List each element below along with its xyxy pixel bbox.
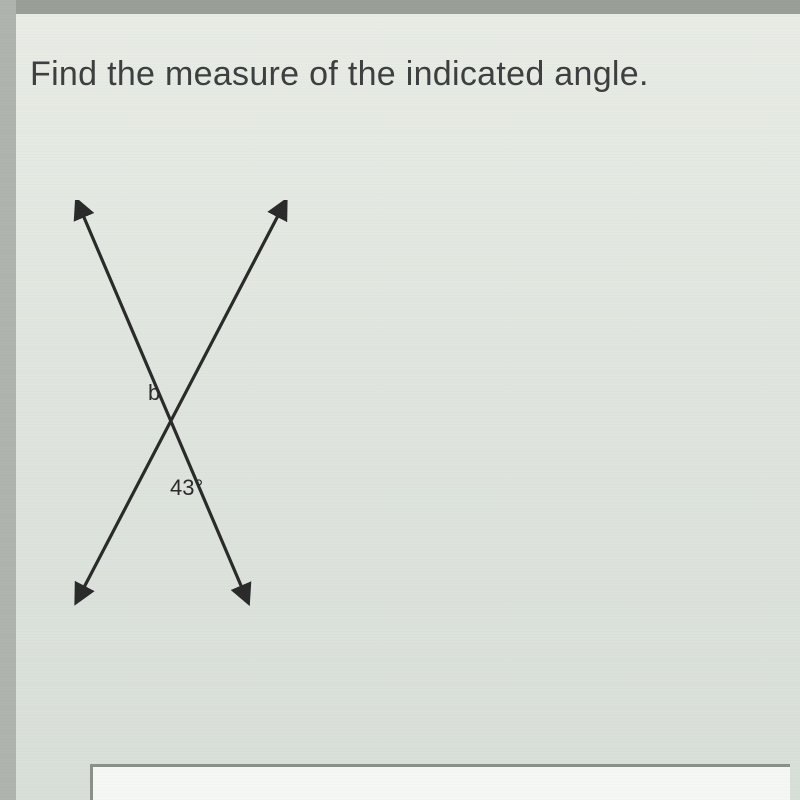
line-1 <box>80 208 282 595</box>
answer-input-box[interactable] <box>90 764 790 800</box>
angle-label-b: b <box>148 380 160 405</box>
line-2 <box>80 208 245 595</box>
window-left-edge <box>0 0 16 800</box>
angle-diagram: b 43° <box>30 200 330 630</box>
angle-label-43: 43° <box>170 475 203 500</box>
window-top-border <box>0 0 800 14</box>
question-text: Find the measure of the indicated angle. <box>30 55 649 94</box>
diagram-svg: b 43° <box>30 200 330 630</box>
